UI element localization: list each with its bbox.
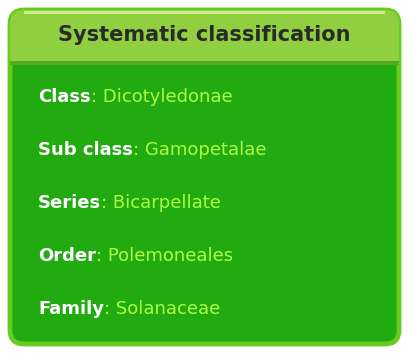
Text: : Bicarpellate: : Bicarpellate [101,194,221,212]
Text: Systematic classification: Systematic classification [58,25,351,45]
Text: : Solanaceae: : Solanaceae [104,301,220,318]
Text: Class: Class [38,87,91,105]
Text: Sub class: Sub class [38,141,133,159]
Text: : Gamopetalae: : Gamopetalae [133,141,266,159]
Bar [24,11,385,14]
Bar [10,46,399,62]
FancyBboxPatch shape [10,10,399,344]
Text: Order: Order [38,247,96,265]
FancyBboxPatch shape [10,10,399,62]
Text: Series: Series [38,194,101,212]
Text: : Dicotyledonae: : Dicotyledonae [91,87,232,105]
Text: Family: Family [38,301,104,318]
Bar [10,61,399,65]
Text: : Polemoneales: : Polemoneales [96,247,233,265]
